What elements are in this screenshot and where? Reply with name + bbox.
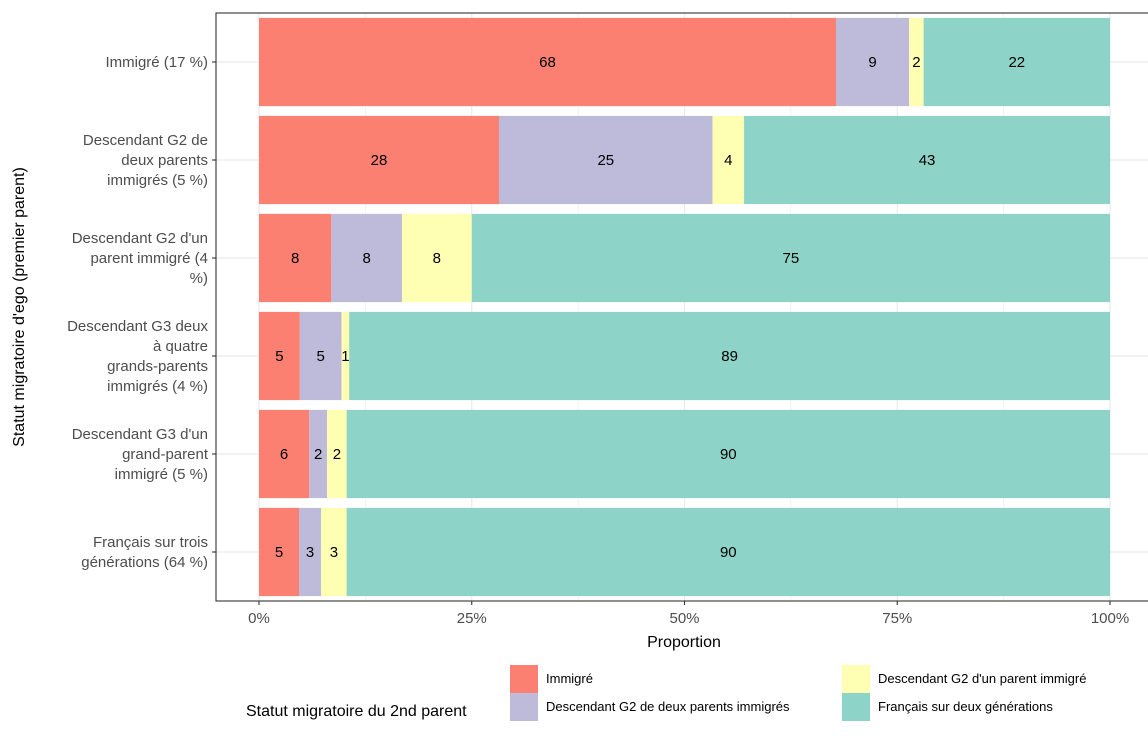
y-axis-title: Statut migratoire d'ego (premier parent) (11, 167, 28, 447)
bar-value-label: 68 (539, 54, 556, 71)
x-tick-label: 0% (248, 610, 270, 627)
bar-value-label: 5 (317, 348, 325, 365)
legend-key (842, 665, 870, 693)
legend-key (842, 693, 870, 721)
bar-value-label: 25 (597, 152, 614, 169)
x-tick-label: 50% (669, 610, 699, 627)
bar-value-label: 43 (919, 152, 936, 169)
legend-key (510, 665, 538, 693)
x-axis-title: Proportion (647, 634, 721, 651)
x-tick-label: 25% (457, 610, 487, 627)
bar-value-label: 2 (333, 446, 341, 463)
bar-value-label: 6 (280, 446, 288, 463)
x-tick-label: 75% (882, 610, 912, 627)
bar-value-label: 89 (721, 348, 738, 365)
x-tick-label: 100% (1091, 610, 1129, 627)
bar-value-label: 75 (783, 250, 800, 267)
bar-value-label: 2 (314, 446, 322, 463)
y-tick-label: Immigré (17 %) (105, 54, 208, 71)
bar-value-label: 90 (720, 544, 737, 561)
legend-label: Immigré (546, 671, 593, 686)
bar-value-label: 8 (433, 250, 441, 267)
legend-label: Descendant G2 d'un parent immigré (878, 671, 1086, 686)
bar-value-label: 1 (341, 348, 349, 365)
bar-value-label: 22 (1008, 54, 1025, 71)
bar-value-label: 4 (724, 152, 732, 169)
bar-value-label: 8 (291, 250, 299, 267)
legend-title: Statut migratoire du 2nd parent (246, 703, 467, 720)
legend-key (510, 693, 538, 721)
bar-value-label: 5 (275, 348, 283, 365)
bar-value-label: 9 (868, 54, 876, 71)
bar-value-label: 3 (306, 544, 314, 561)
bar-value-label: 28 (371, 152, 388, 169)
bar-value-label: 8 (362, 250, 370, 267)
bar-value-label: 3 (330, 544, 338, 561)
legend-label: Français sur deux générations (878, 699, 1053, 714)
bar-value-label: 5 (275, 544, 283, 561)
bar-value-label: 90 (720, 446, 737, 463)
bar-value-label: 2 (912, 54, 920, 71)
legend-label: Descendant G2 de deux parents immigrés (546, 699, 790, 714)
